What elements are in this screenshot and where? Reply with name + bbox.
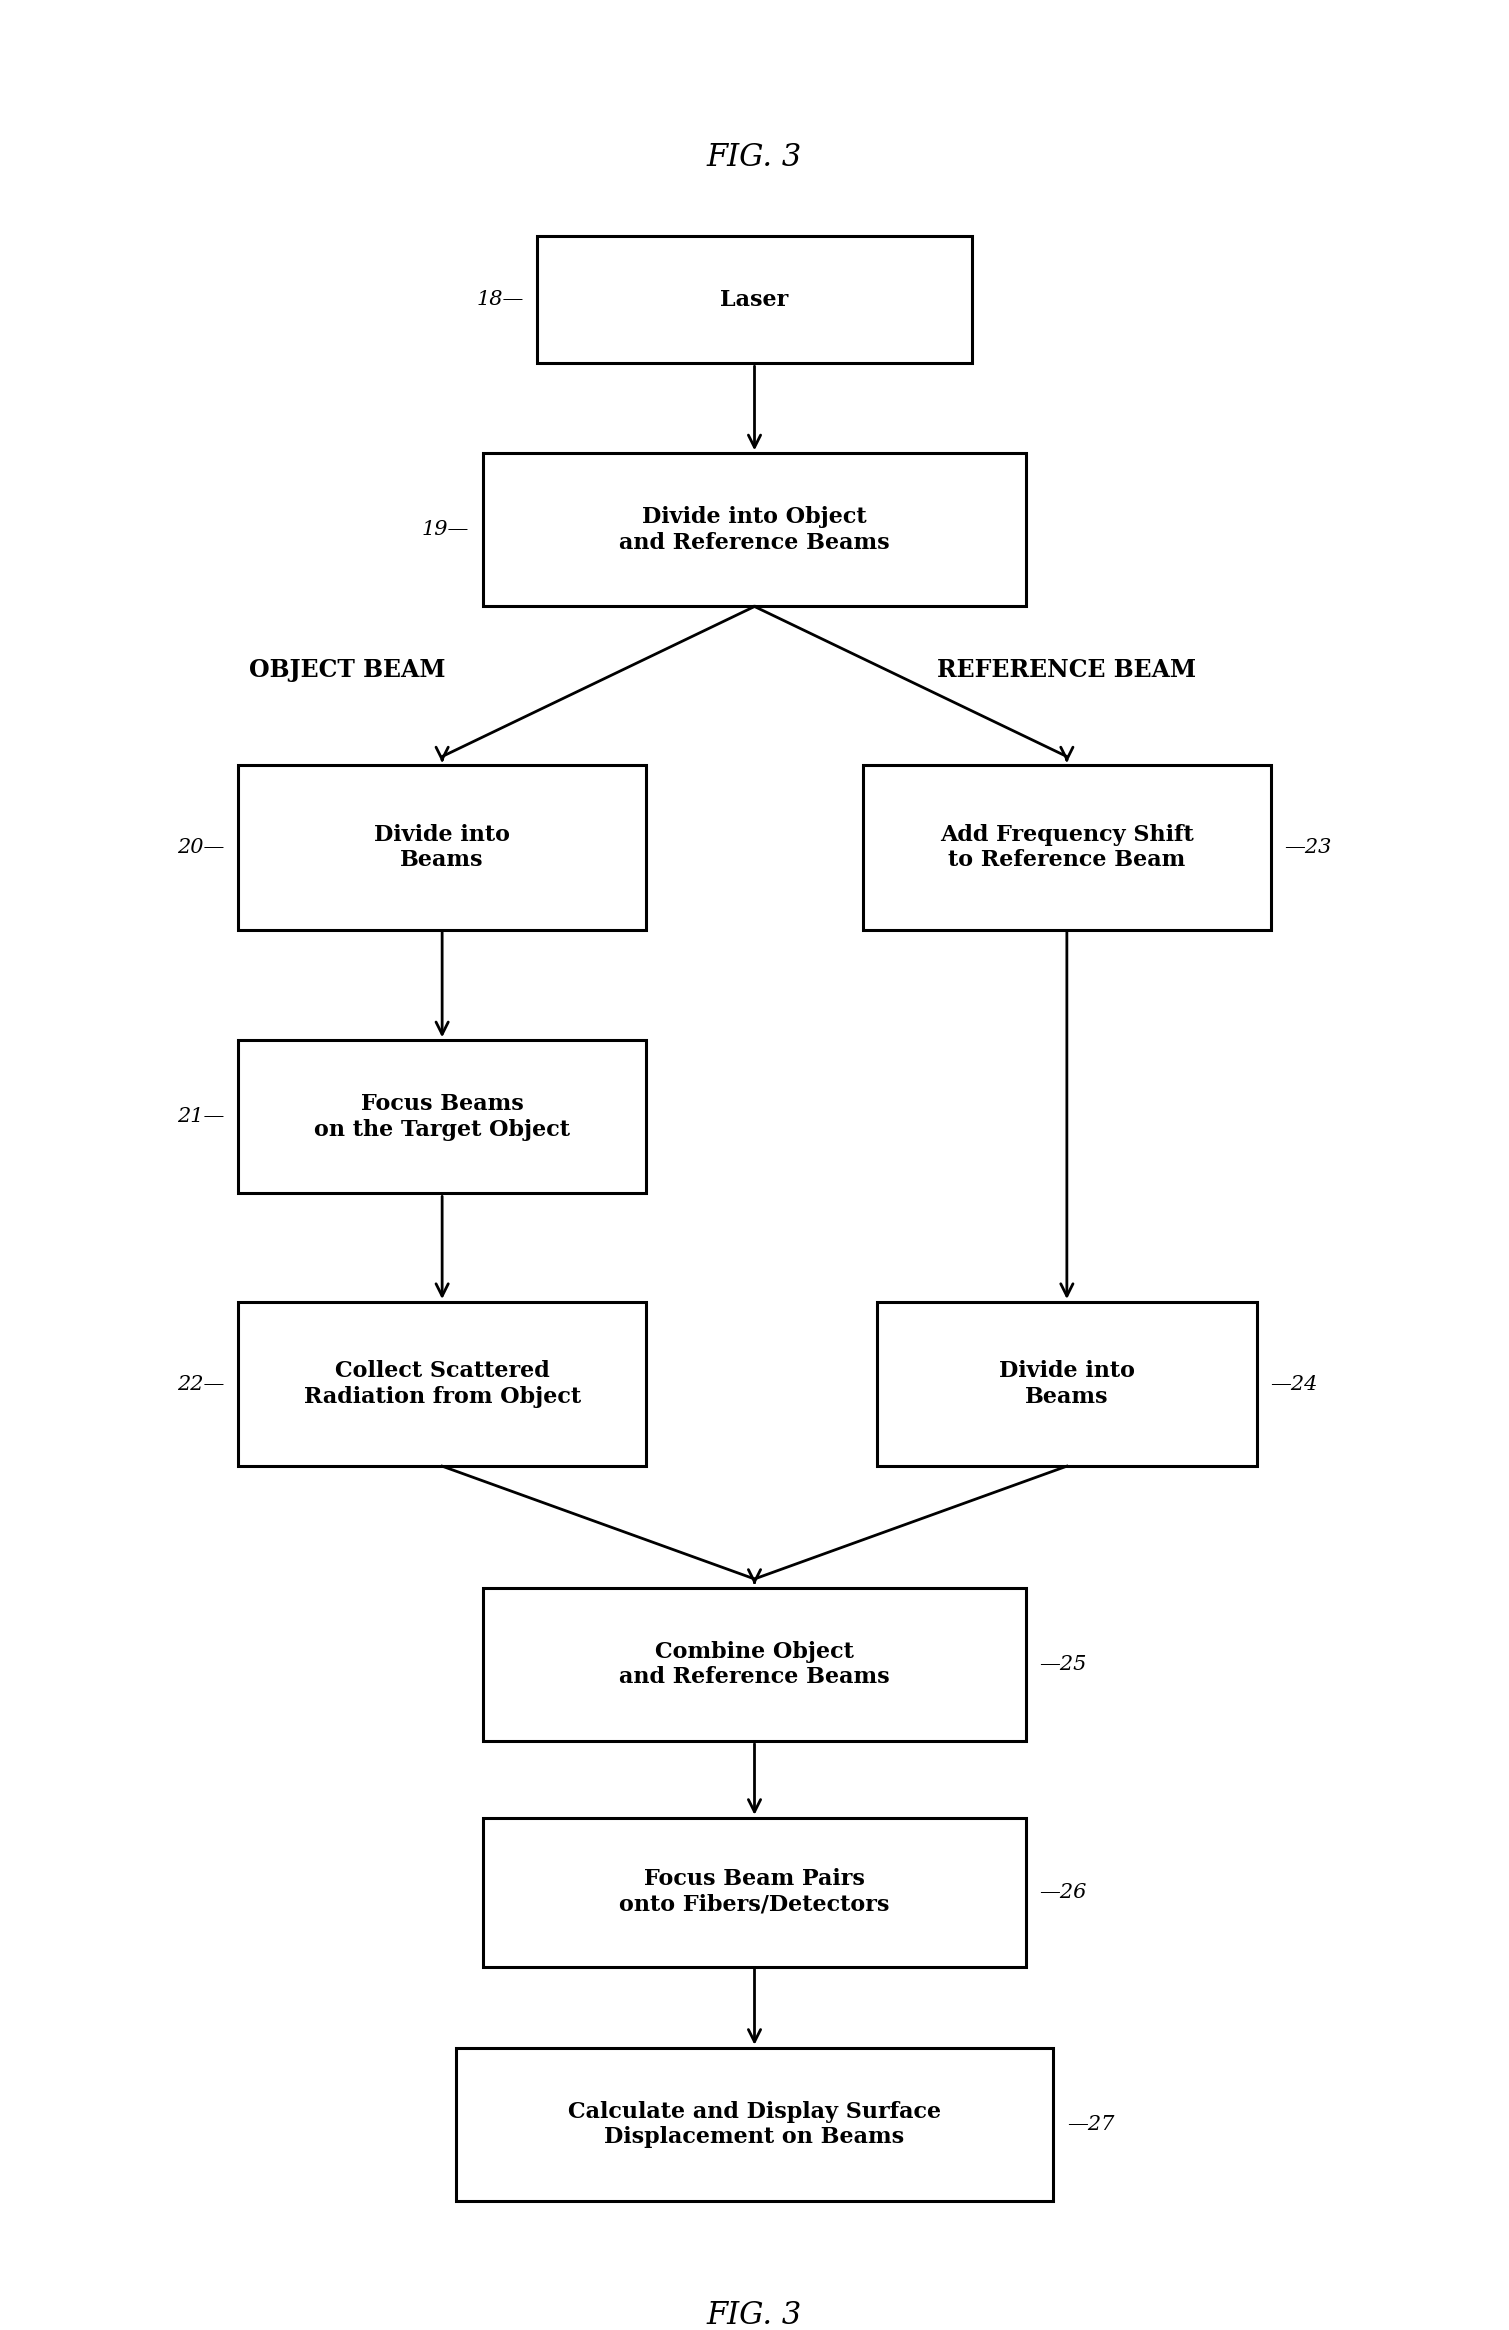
Text: —26: —26	[1040, 1883, 1086, 1901]
FancyBboxPatch shape	[238, 1039, 646, 1193]
FancyBboxPatch shape	[483, 454, 1026, 606]
Text: 21—: 21—	[178, 1107, 225, 1125]
FancyBboxPatch shape	[238, 1302, 646, 1466]
Text: Collect Scattered
Radiation from Object: Collect Scattered Radiation from Object	[303, 1361, 581, 1407]
Text: Focus Beam Pairs
onto Fibers/Detectors: Focus Beam Pairs onto Fibers/Detectors	[619, 1869, 890, 1915]
Text: Divide into
Beams: Divide into Beams	[374, 825, 510, 871]
Text: Add Frequency Shift
to Reference Beam: Add Frequency Shift to Reference Beam	[940, 825, 1194, 871]
FancyBboxPatch shape	[238, 764, 646, 930]
Text: 18—: 18—	[477, 291, 524, 310]
Text: 20—: 20—	[178, 839, 225, 857]
Text: —24: —24	[1271, 1375, 1317, 1393]
FancyBboxPatch shape	[483, 1817, 1026, 1967]
FancyBboxPatch shape	[456, 2048, 1053, 2202]
Text: FIG. 3: FIG. 3	[706, 142, 803, 172]
Text: Focus Beams
on the Target Object: Focus Beams on the Target Object	[314, 1093, 570, 1139]
FancyBboxPatch shape	[483, 1587, 1026, 1741]
Text: 22—: 22—	[178, 1375, 225, 1393]
Text: REFERENCE BEAM: REFERENCE BEAM	[937, 657, 1197, 683]
Text: 19—: 19—	[423, 520, 469, 538]
Text: Divide into
Beams: Divide into Beams	[999, 1361, 1135, 1407]
Text: —27: —27	[1067, 2116, 1114, 2134]
Text: Laser: Laser	[720, 289, 789, 310]
FancyBboxPatch shape	[537, 235, 972, 363]
FancyBboxPatch shape	[877, 1302, 1257, 1466]
FancyBboxPatch shape	[863, 764, 1271, 930]
Text: Combine Object
and Reference Beams: Combine Object and Reference Beams	[619, 1640, 890, 1687]
Text: FIG. 3: FIG. 3	[706, 2300, 803, 2330]
Text: —25: —25	[1040, 1654, 1086, 1673]
Text: OBJECT BEAM: OBJECT BEAM	[249, 657, 445, 683]
Text: Calculate and Display Surface
Displacement on Beams: Calculate and Display Surface Displaceme…	[567, 2102, 942, 2148]
Text: —23: —23	[1284, 839, 1331, 857]
Text: Divide into Object
and Reference Beams: Divide into Object and Reference Beams	[619, 506, 890, 555]
